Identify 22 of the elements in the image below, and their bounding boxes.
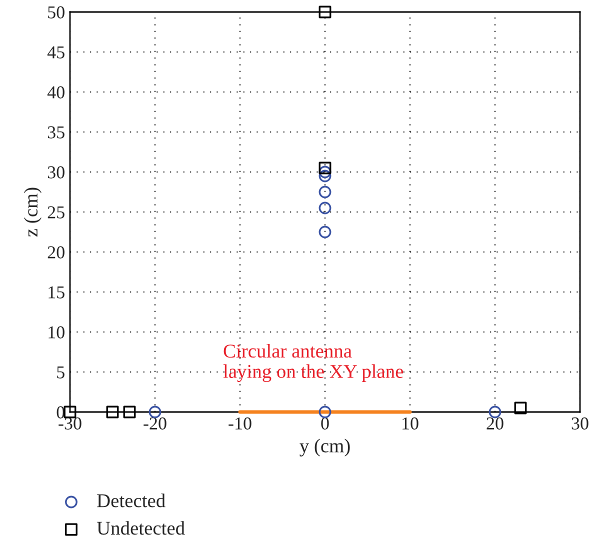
y-tick-label: 25 xyxy=(48,206,64,218)
x-tick-label: -20 xyxy=(144,417,166,430)
y-tick-label: 45 xyxy=(47,46,64,58)
y-tick-label: 5 xyxy=(57,366,64,378)
y-tick-label: 50 xyxy=(48,6,64,18)
annotation: Circular antenna laying on the XY plane xyxy=(223,344,404,382)
y-tick-label: 35 xyxy=(48,126,64,138)
y-axis-title: z (cm) xyxy=(24,188,42,237)
x-tick-label: -30 xyxy=(58,417,82,430)
x-tick-label: -10 xyxy=(228,417,252,430)
x-tick-label: 0 xyxy=(321,417,329,430)
y-tick-label: 20 xyxy=(48,246,64,258)
x-axis-title: y (cm) xyxy=(300,438,350,456)
legend-label: Undetected xyxy=(96,521,185,535)
x-tick-label: 20 xyxy=(486,417,504,430)
y-tick-label: 40 xyxy=(47,86,64,98)
x-tick-label: 30 xyxy=(572,417,588,430)
x-tick-label: 10 xyxy=(402,417,418,430)
legend-label: Detected xyxy=(97,494,166,508)
y-tick-label: 30 xyxy=(48,166,64,178)
y-tick-label: 10 xyxy=(48,326,64,338)
y-tick-label: 15 xyxy=(48,286,64,298)
